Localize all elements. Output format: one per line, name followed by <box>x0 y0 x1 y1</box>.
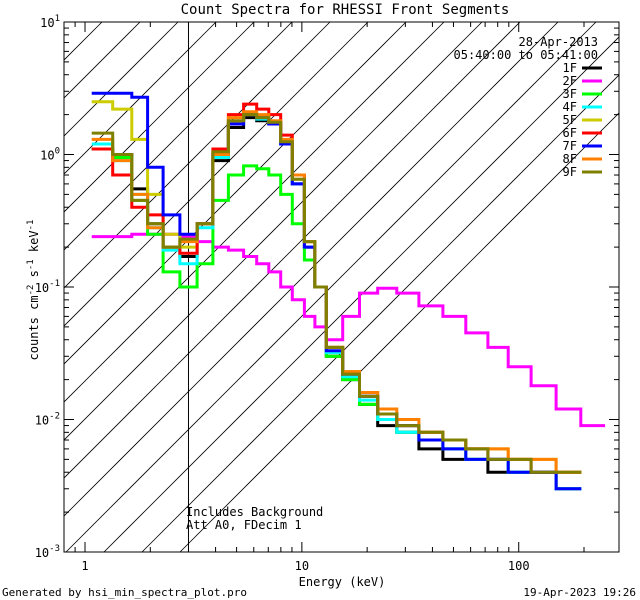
legend-label-3F: 3F <box>563 87 577 101</box>
annotation-background: Includes Background <box>186 505 323 519</box>
hatch-line <box>141 74 619 552</box>
hatch-line <box>64 22 293 251</box>
series-1F <box>91 116 582 491</box>
series-3F <box>91 147 582 491</box>
series-9F <box>91 113 582 474</box>
y-tick-label: 10-1 <box>35 279 60 295</box>
y-axis-label: counts cm-2 s-1 keV-1 <box>26 220 41 361</box>
time-range-label: 05:40:00 to 05:41:00 <box>454 48 599 62</box>
hatch-line <box>64 22 369 327</box>
axis-ticks <box>63 21 619 553</box>
x-tick-label: 10 <box>295 559 309 573</box>
legend-label-4F: 4F <box>563 100 577 114</box>
x-tick-label: 100 <box>508 559 530 573</box>
series-2F <box>91 232 606 428</box>
series-5F <box>91 100 582 474</box>
legend-label-9F: 9F <box>563 165 577 179</box>
series-4F <box>91 113 582 491</box>
y-tick-label: 10-3 <box>35 544 60 560</box>
hatch-line <box>179 112 619 552</box>
x-tick-labels: 1 10 100 <box>81 559 529 573</box>
series-8F <box>91 110 582 474</box>
y-tick-labels: 10-3 10-2 10-1 100 101 <box>35 14 60 560</box>
x-tick-label: 1 <box>81 559 88 573</box>
generated-by-label: Generated by hsi_min_spectra_plot.pro <box>2 586 247 599</box>
series-6F <box>91 102 582 474</box>
y-tick-label: 10-2 <box>35 412 60 428</box>
legend-label-7F: 7F <box>563 139 577 153</box>
hatch-line <box>65 22 597 552</box>
legend-label-1F: 1F <box>563 61 577 75</box>
series-lines <box>91 91 606 491</box>
chart-title: Count Spectra for RHESSI Front Segments <box>181 2 510 18</box>
y-tick-label: 100 <box>40 147 60 163</box>
legend-label-6F: 6F <box>563 126 577 140</box>
timestamp-label: 19-Apr-2023 19:26 <box>523 586 636 599</box>
hatch-line <box>64 22 521 479</box>
annotation-attenuator: Att A0, FDecim 1 <box>186 518 302 532</box>
series-7F <box>91 91 582 491</box>
hatch-line <box>64 22 179 137</box>
legend-label-8F: 8F <box>563 152 577 166</box>
hatch-line <box>64 22 483 441</box>
date-label: 28-Apr-2013 <box>519 35 598 49</box>
legend-label-2F: 2F <box>563 74 577 88</box>
y-tick-label: 101 <box>40 14 60 30</box>
hatch-line <box>64 22 407 365</box>
legend-label-5F: 5F <box>563 113 577 127</box>
x-axis-label: Energy (keV) <box>299 575 386 589</box>
hatch-line <box>103 36 619 552</box>
hatch-line <box>64 22 255 213</box>
